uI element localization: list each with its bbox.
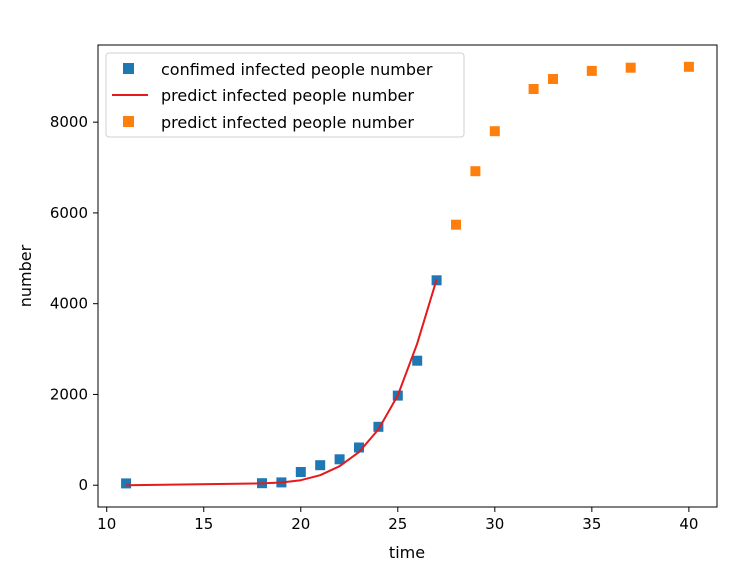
data-point-predict [470,166,481,177]
data-point-confirmed [295,467,306,477]
legend-label-confirmed: confimed infected people number [161,60,433,79]
y-tick-label: 6000 [50,204,88,222]
data-point-confirmed [334,454,345,465]
data-point-confirmed [354,442,364,453]
data-point-confirmed [315,460,326,471]
y-tick-label: 4000 [50,295,88,313]
y-tick-label: 0 [78,476,88,494]
x-axis: 10 15 20 25 30 35 40 [97,507,698,533]
x-tick-label: 25 [388,515,407,533]
y-axis: 0 2000 4000 6000 8000 [50,113,98,494]
x-tick-label: 35 [582,515,601,533]
x-tick-label: 10 [97,515,116,533]
legend: confimed infected people number predict … [105,52,465,138]
legend-box [105,52,465,138]
legend-marker-confirmed [123,63,134,74]
legend-marker-predict-points [123,116,134,127]
legend-label-predict-line: predict infected people number [161,86,414,105]
x-tick-label: 20 [291,515,310,533]
data-point-confirmed [373,421,384,432]
data-point-confirmed [121,478,132,489]
legend-label-predict-points: predict infected people number [161,113,414,132]
y-tick-label: 8000 [50,113,88,131]
y-tick-label: 2000 [50,385,88,403]
data-point-predict [489,126,500,137]
data-point-predict [548,74,558,84]
data-point-predict [451,219,461,230]
data-point-predict [683,61,694,72]
x-tick-label: 30 [485,515,504,533]
x-axis-label: time [389,543,425,562]
data-point-confirmed [412,355,423,366]
data-point-predict [586,65,597,76]
x-tick-label: 15 [194,515,213,533]
y-axis-label: number [16,244,35,307]
series-line-predict [126,279,438,487]
data-point-predict [625,62,636,73]
x-tick-label: 40 [679,515,698,533]
data-point-predict [528,84,539,94]
plot-content [121,61,694,489]
